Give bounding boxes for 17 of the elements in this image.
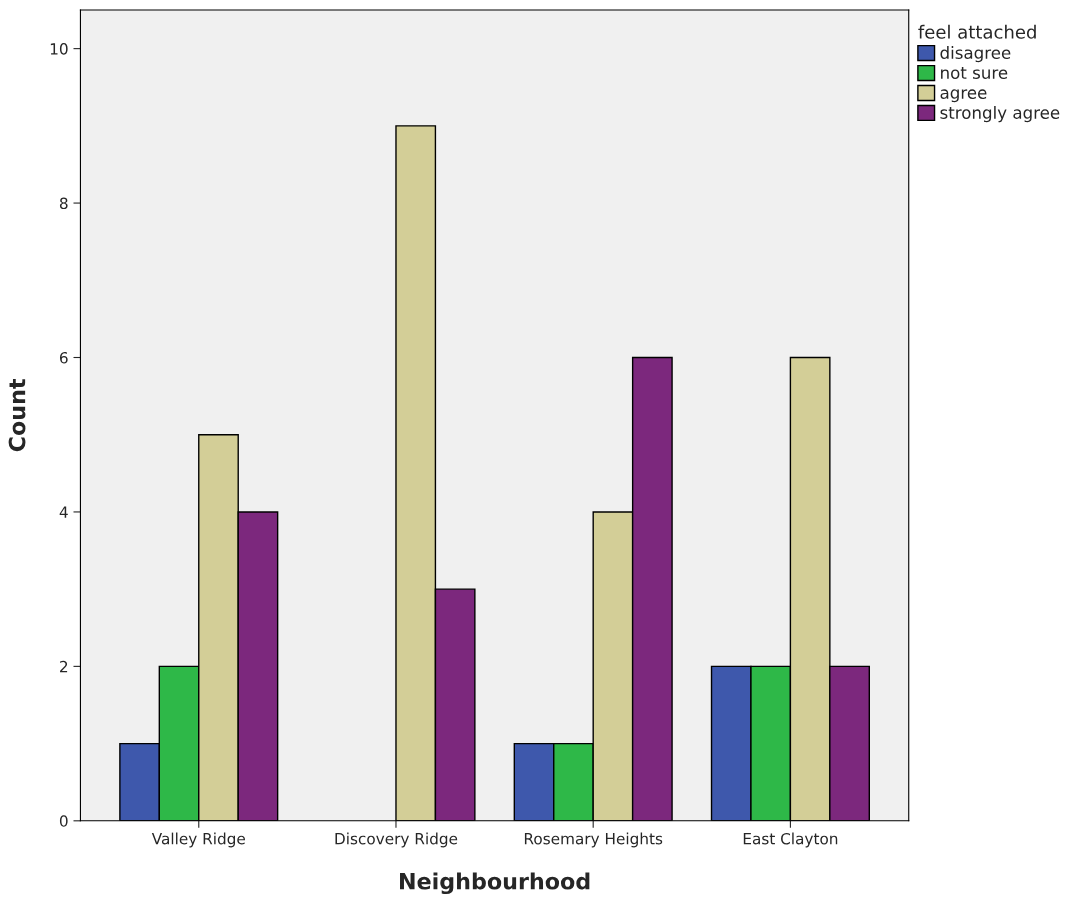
y-tick-label: 0 xyxy=(59,815,68,827)
legend-title: feel attached xyxy=(918,24,1036,39)
x-tick-label: Valley Ridge xyxy=(151,832,245,848)
y-axis-title: Count xyxy=(8,379,26,452)
y-tick-label: 6 xyxy=(59,351,68,364)
y-tick-label: 2 xyxy=(60,660,68,673)
legend-label: disagree xyxy=(940,46,1011,63)
x-axis-title: Neighbourhood xyxy=(400,872,590,895)
legend-label: strongly agree xyxy=(940,106,1060,123)
y-tick-label: 8 xyxy=(59,197,68,210)
legend-label: agree xyxy=(940,89,987,103)
y-tick-label: 10 xyxy=(50,43,68,55)
x-tick-label: East Clayton xyxy=(743,832,838,848)
legend-label: not sure xyxy=(941,67,1008,79)
x-tick-label: Rosemary Heights xyxy=(524,832,663,848)
y-tick-label: 4 xyxy=(59,506,68,518)
x-tick-label: Discovery Ridge xyxy=(335,832,458,848)
